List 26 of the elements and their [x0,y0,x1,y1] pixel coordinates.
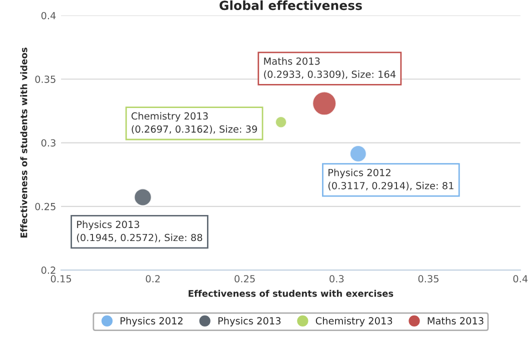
legend-label: Chemistry 2013 [316,316,392,326]
text: Physics 2012 [328,168,390,178]
text: Chemistry 2013 [132,112,208,122]
x-axis-title: Effectiveness of students with exercises [188,290,394,297]
x-tick-label: 0.35 [418,275,438,282]
data-label: (0.2697, 0.3162), Size: 39 [132,125,257,134]
x-tick-label: 0.2 [146,275,160,282]
legend-label: Physics 2013 [218,316,281,326]
text: Maths 2013 [264,57,320,65]
y-tick-label: 0.3 [41,139,56,147]
y-tick-label: 0.25 [35,202,56,210]
y-tick-label: 0.2 [41,266,56,274]
y-tick-label: 0.4 [41,12,56,20]
x-tick-label: 0.4 [513,275,528,282]
legend-label: Maths 2013 [428,316,484,324]
x-tick-label: 0.15 [50,275,72,282]
chart-title: Global effectiveness [220,0,362,10]
text: Physics 2013 [77,220,140,230]
legend-label: Physics 2012 [120,316,182,326]
y-tick-label: 0.35 [35,76,56,83]
x-tick-label: 0.3 [330,275,344,282]
data-label: (0.1945, 0.2572), Size: 88 [76,234,202,242]
data-label: (0.3117, 0.2914), Size: 81 [328,182,454,190]
y-axis-title: Effectiveness of students with videos [20,48,28,238]
x-tick-label: 0.25 [234,275,255,282]
data-label: (0.2933, 0.3309), Size: 164 [264,70,396,80]
